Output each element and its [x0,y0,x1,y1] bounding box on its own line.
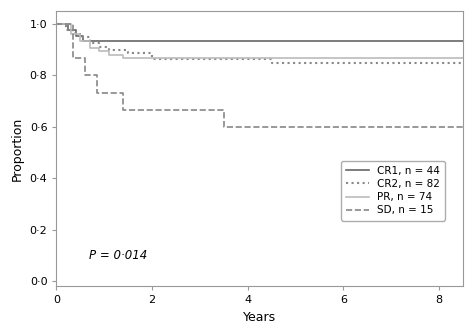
Y-axis label: Proportion: Proportion [11,117,24,181]
Legend: CR1, n = 44, CR2, n = 82, PR, n = 74, SD, n = 15: CR1, n = 44, CR2, n = 82, PR, n = 74, SD… [341,161,446,220]
X-axis label: Years: Years [243,311,276,324]
Text: P = 0·014: P = 0·014 [89,249,147,262]
